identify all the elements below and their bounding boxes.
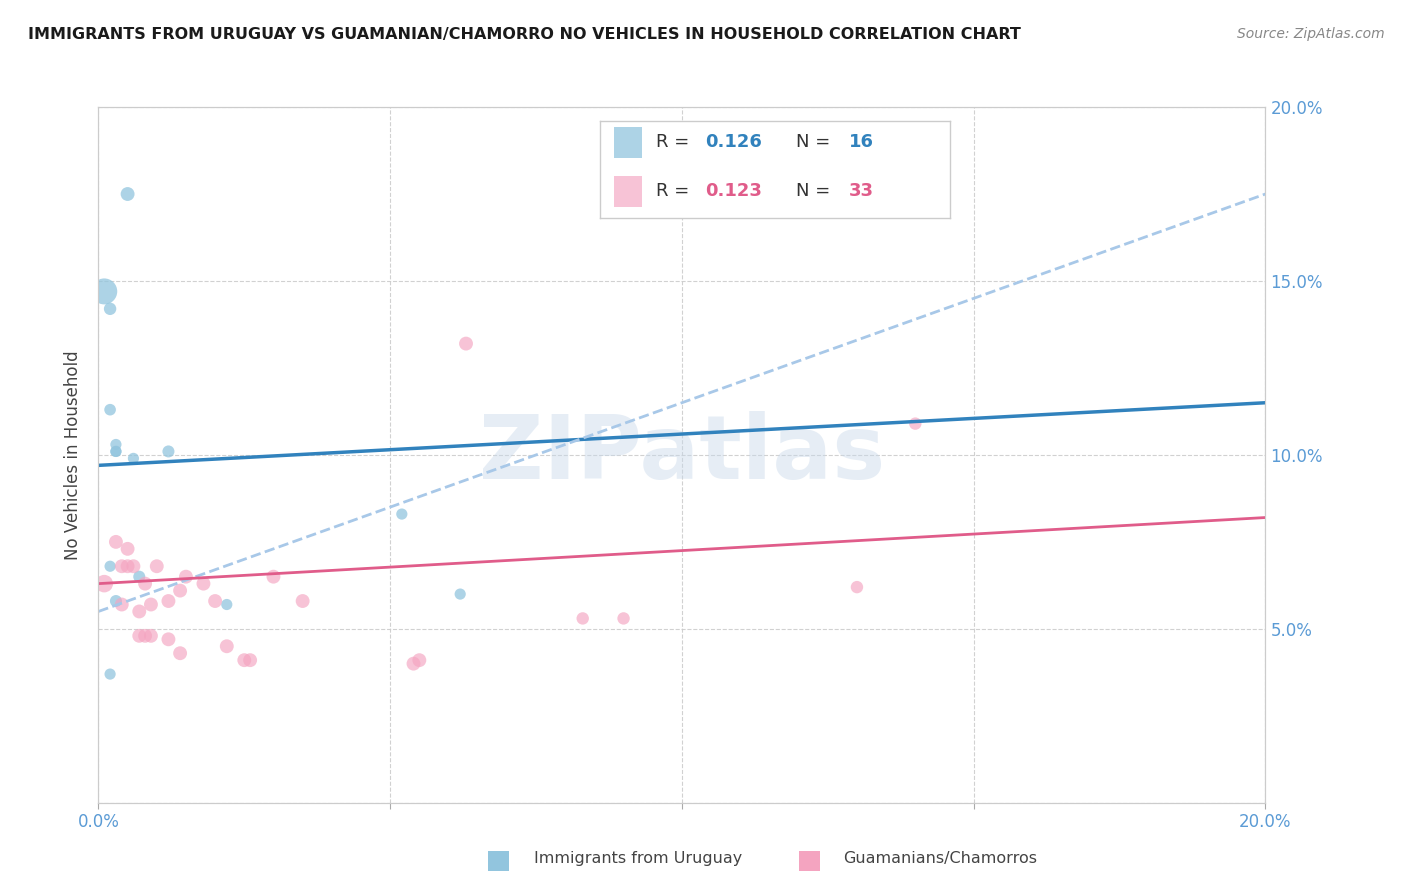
Point bbox=[454, 336, 477, 351]
Point bbox=[93, 576, 115, 591]
Point bbox=[98, 402, 121, 417]
Point bbox=[845, 580, 868, 594]
Point bbox=[111, 559, 134, 574]
Text: Guamanians/Chamorros: Guamanians/Chamorros bbox=[844, 851, 1038, 865]
Point bbox=[904, 417, 927, 431]
Point bbox=[262, 570, 284, 584]
Point bbox=[157, 632, 180, 647]
Point bbox=[193, 576, 215, 591]
Point bbox=[104, 534, 127, 549]
Point bbox=[98, 301, 121, 316]
Point bbox=[104, 444, 127, 458]
Point bbox=[122, 451, 145, 466]
Point bbox=[139, 629, 162, 643]
Point bbox=[139, 598, 162, 612]
Point bbox=[233, 653, 256, 667]
Point bbox=[571, 611, 593, 625]
Point bbox=[93, 285, 115, 299]
Point bbox=[408, 653, 430, 667]
Point bbox=[146, 559, 169, 574]
Point bbox=[117, 541, 139, 556]
Point bbox=[98, 559, 121, 574]
Text: ZIPatlas: ZIPatlas bbox=[479, 411, 884, 499]
Point bbox=[174, 570, 197, 584]
Point bbox=[215, 639, 238, 653]
Point bbox=[98, 667, 121, 681]
Y-axis label: No Vehicles in Household: No Vehicles in Household bbox=[65, 350, 83, 560]
Point bbox=[128, 570, 150, 584]
Point bbox=[169, 646, 191, 660]
Point bbox=[612, 611, 634, 625]
Point bbox=[204, 594, 226, 608]
Point bbox=[449, 587, 471, 601]
Point bbox=[157, 444, 180, 458]
Point bbox=[134, 576, 156, 591]
Text: Source: ZipAtlas.com: Source: ZipAtlas.com bbox=[1237, 27, 1385, 41]
Point bbox=[104, 594, 127, 608]
Text: Immigrants from Uruguay: Immigrants from Uruguay bbox=[534, 851, 742, 865]
Text: IMMIGRANTS FROM URUGUAY VS GUAMANIAN/CHAMORRO NO VEHICLES IN HOUSEHOLD CORRELATI: IMMIGRANTS FROM URUGUAY VS GUAMANIAN/CHA… bbox=[28, 27, 1021, 42]
Point bbox=[157, 594, 180, 608]
Point bbox=[128, 605, 150, 619]
Point bbox=[104, 437, 127, 451]
Point bbox=[169, 583, 191, 598]
Point bbox=[104, 444, 127, 458]
Point bbox=[117, 187, 139, 202]
Point bbox=[122, 559, 145, 574]
Point bbox=[117, 559, 139, 574]
Point bbox=[128, 629, 150, 643]
Point bbox=[215, 598, 238, 612]
Point bbox=[391, 507, 413, 521]
Point bbox=[239, 653, 262, 667]
Point bbox=[111, 598, 134, 612]
Point bbox=[402, 657, 425, 671]
Point bbox=[134, 629, 156, 643]
Point bbox=[291, 594, 314, 608]
